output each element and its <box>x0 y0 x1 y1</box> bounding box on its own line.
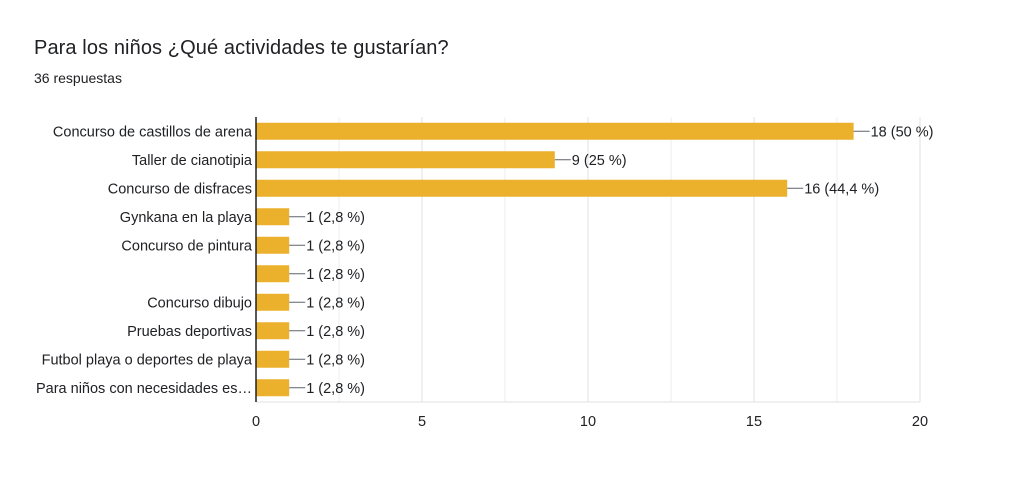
bar <box>256 179 788 197</box>
x-tick-label: 0 <box>252 414 260 430</box>
category-label: Concurso de pintura <box>121 238 253 254</box>
category-label: Taller de cianotipia <box>132 153 253 169</box>
data-label: 9 (25 %) <box>572 153 627 169</box>
category-label: Concurso de castillos de arena <box>53 124 253 140</box>
category-label: Concurso dibujo <box>147 295 252 311</box>
bar <box>256 236 290 254</box>
data-label: 1 (2,8 %) <box>306 352 365 368</box>
data-label: 16 (44,4 %) <box>804 181 879 197</box>
data-label: 1 (2,8 %) <box>306 381 365 397</box>
category-label: Gynkana en la playa <box>120 210 253 226</box>
data-label: 1 (2,8 %) <box>306 210 365 226</box>
bar <box>256 122 854 140</box>
x-tick-label: 10 <box>580 414 596 430</box>
x-tick-label: 5 <box>418 414 426 430</box>
bar <box>256 379 290 397</box>
data-label: 1 (2,8 %) <box>306 238 365 254</box>
data-label: 1 (2,8 %) <box>306 267 365 283</box>
bar <box>256 350 290 368</box>
bar <box>256 151 555 169</box>
bar <box>256 293 290 311</box>
category-label: Futbol playa o deportes de playa <box>42 352 253 368</box>
data-label: 1 (2,8 %) <box>306 324 365 340</box>
category-label: Para niños con necesidades es… <box>36 381 252 397</box>
response-count: 36 respuestas <box>34 70 122 86</box>
data-label: 18 (50 %) <box>871 124 934 140</box>
category-label: Concurso de disfraces <box>108 181 252 197</box>
bar <box>256 265 290 283</box>
bar <box>256 208 290 226</box>
bar <box>256 322 290 340</box>
x-tick-label: 15 <box>746 414 762 430</box>
x-tick-label: 20 <box>912 414 928 430</box>
data-label: 1 (2,8 %) <box>306 295 365 311</box>
chart-title: Para los niños ¿Qué actividades te gusta… <box>34 37 449 59</box>
category-label: Pruebas deportivas <box>127 324 252 340</box>
